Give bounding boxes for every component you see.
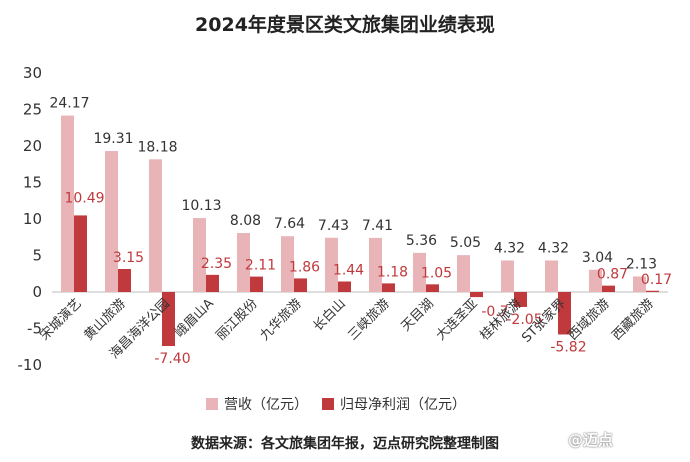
category-label: 宋城演艺 xyxy=(37,296,85,344)
profit-bar xyxy=(602,285,615,292)
y-tick-label: 20 xyxy=(23,137,42,155)
y-tick-label: 30 xyxy=(23,64,42,82)
category-label: 西藏旅游 xyxy=(609,296,656,343)
revenue-bar xyxy=(413,252,426,292)
category-label: 峨眉山A xyxy=(172,296,217,341)
legend-swatch-revenue xyxy=(206,398,218,410)
legend-swatch-profit xyxy=(322,398,334,410)
revenue-data-label: 10.13 xyxy=(181,198,221,214)
profit-bar xyxy=(514,292,527,307)
y-tick-label: 0 xyxy=(32,283,42,301)
y-axis: 30 25 20 15 10 5 0 -5 -10 xyxy=(18,64,43,374)
legend-label-profit: 归母净利润（亿元） xyxy=(340,396,466,413)
profit-data-label: -7.40 xyxy=(154,351,190,367)
profit-bar xyxy=(470,292,483,298)
revenue-bar xyxy=(501,260,514,292)
revenue-bar xyxy=(325,237,338,292)
y-tick-label: 5 xyxy=(32,247,42,265)
source-note: 数据来源：各文旅集团年报，迈点研究院整理制图 xyxy=(191,436,499,452)
revenue-bar xyxy=(61,115,74,293)
profit-data-label: -0.7 xyxy=(481,304,508,320)
watermark: @迈点 xyxy=(568,431,614,449)
profit-bar xyxy=(162,292,175,347)
revenue-bar xyxy=(545,260,558,292)
profit-data-label: 1.05 xyxy=(421,265,452,281)
y-tick-label: 15 xyxy=(23,174,42,192)
legend: 营收（亿元） 归母净利润（亿元） xyxy=(206,396,466,413)
profit-bar xyxy=(338,281,351,292)
profit-data-label: 1.86 xyxy=(289,259,320,275)
revenue-data-label: 4.32 xyxy=(538,240,569,256)
revenue-bar xyxy=(369,237,382,292)
profit-data-label: 2.35 xyxy=(201,256,232,272)
revenue-data-label: 7.64 xyxy=(274,216,305,232)
data-labels-group: 24.17 10.49 19.31 3.15 18.18 -7.40 10.13 2.35 8.… xyxy=(49,96,672,367)
revenue-bar xyxy=(193,218,206,292)
revenue-data-label: 3.04 xyxy=(582,250,613,266)
revenue-data-label: 24.17 xyxy=(49,96,89,112)
profit-data-label: 0.17 xyxy=(641,272,672,288)
revenue-bar xyxy=(589,269,602,292)
profit-data-label: 2.11 xyxy=(245,258,276,274)
profit-bar xyxy=(382,283,395,292)
revenue-data-label: 8.08 xyxy=(230,213,261,229)
profit-data-label: 1.18 xyxy=(377,264,408,280)
y-tick-label: 10 xyxy=(23,210,42,228)
y-tick-label: -5 xyxy=(27,320,42,338)
category-label: 九华旅游 xyxy=(257,296,304,343)
category-label: 三峡旅游 xyxy=(345,296,392,343)
revenue-data-label: 2.13 xyxy=(626,256,657,272)
profit-bar xyxy=(206,274,219,292)
revenue-data-label: 7.41 xyxy=(362,218,393,234)
category-label: 天目湖 xyxy=(399,296,437,334)
profit-data-label: -2.05 xyxy=(506,312,542,328)
revenue-bar xyxy=(237,233,250,292)
revenue-bar xyxy=(149,159,162,292)
revenue-data-label: 5.36 xyxy=(406,233,437,249)
revenue-data-label: 7.43 xyxy=(318,218,349,234)
profit-bar xyxy=(118,269,131,292)
category-label: 大连圣亚 xyxy=(433,296,481,344)
category-label: 丽江股份 xyxy=(213,296,260,343)
chart-title: 2024年度景区类文旅集团业绩表现 xyxy=(195,14,495,36)
revenue-bar xyxy=(281,236,294,292)
profit-bar xyxy=(426,284,439,292)
revenue-bar xyxy=(105,151,118,292)
bars-group xyxy=(61,115,659,347)
profit-bar xyxy=(646,290,659,292)
revenue-data-label: 5.05 xyxy=(450,235,481,251)
profit-data-label: 0.87 xyxy=(597,267,628,283)
y-tick-label: 25 xyxy=(23,101,42,119)
profit-data-label: 1.44 xyxy=(333,262,364,278)
revenue-bar xyxy=(633,276,646,292)
revenue-bar xyxy=(457,255,470,292)
profit-bar xyxy=(74,215,87,292)
profit-data-label: 10.49 xyxy=(64,190,104,206)
legend-label-revenue: 营收（亿元） xyxy=(224,397,308,413)
profit-bar xyxy=(558,292,571,335)
category-label: 长白山 xyxy=(310,296,349,335)
revenue-data-label: 4.32 xyxy=(494,240,525,256)
revenue-data-label: 19.31 xyxy=(93,131,133,147)
revenue-data-label: 18.18 xyxy=(137,139,177,155)
y-tick-label: -10 xyxy=(18,356,43,374)
profit-bar xyxy=(294,278,307,292)
profit-bar xyxy=(250,276,263,292)
category-label: 西域旅游 xyxy=(565,296,612,343)
profit-data-label: 3.15 xyxy=(113,250,144,266)
profit-data-label: -5.82 xyxy=(550,339,586,355)
